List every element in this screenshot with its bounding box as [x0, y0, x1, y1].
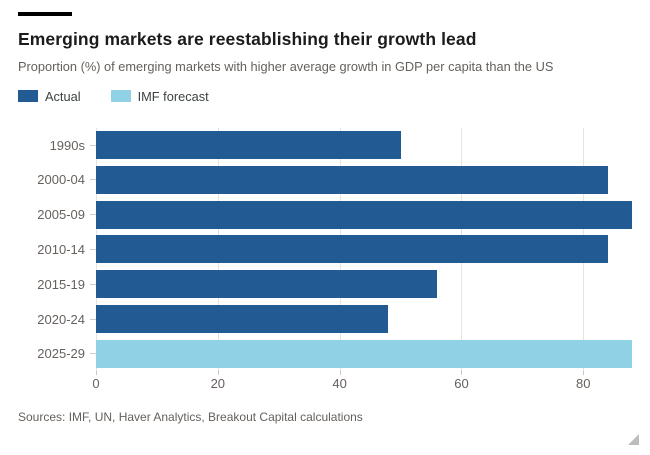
bar-2015-19 [96, 270, 438, 299]
legend-item-imf-forecast: IMF forecast [110, 88, 209, 104]
category-tick [90, 214, 96, 216]
x-axis-tick-label: 0 [92, 376, 100, 392]
legend-item-actual: Actual [18, 89, 81, 104]
x-axis-tick-label: 60 [454, 376, 469, 392]
bar-chart: 1990s 2000-04 2005-09 2010-14 2015-19 2020-24… [18, 127, 632, 372]
bar-row [96, 162, 632, 197]
y-axis-label: 2025-29 [18, 336, 96, 371]
page-title: Emerging markets are reestablishing thei… [18, 29, 477, 49]
y-axis-label: 2015-19 [18, 267, 96, 302]
x-axis-tick-label: 20 [210, 376, 226, 392]
bar-2010-14 [96, 235, 608, 264]
y-axis-label: 1990s [18, 128, 96, 163]
x-axis-tick [583, 371, 585, 376]
category-tick [90, 179, 96, 181]
page-subtitle: Proportion (%) of emerging markets with … [18, 59, 554, 74]
x-axis: 0 20 40 60 80 [92, 371, 632, 395]
category-tick [90, 248, 96, 250]
y-axis-label: 2000-04 [18, 162, 96, 197]
x-axis-tick [461, 371, 463, 376]
y-axis-label-text: 1990s [49, 137, 85, 153]
legend: Actual IMF forecast [18, 89, 632, 104]
category-tick [90, 318, 96, 320]
legend-label-imf-forecast: IMF forecast [137, 88, 209, 104]
y-axis-label: 2005-09 [18, 197, 96, 232]
legend-swatch-actual [18, 90, 38, 103]
category-tick [90, 353, 96, 355]
category-tick [90, 283, 96, 285]
y-axis-label-text: 2000-04 [37, 172, 85, 188]
x-axis-tick [96, 371, 97, 376]
kicker-bar [18, 12, 72, 16]
bar-2000-04 [96, 165, 608, 194]
bar-row [96, 336, 632, 371]
x-axis-tick-label: 80 [576, 376, 591, 392]
bar-1990s [96, 131, 401, 160]
y-axis-label-text: 2005-09 [37, 207, 85, 223]
bar-row [96, 197, 632, 232]
bar-2005-09 [96, 200, 632, 229]
y-axis-labels: 1990s 2000-04 2005-09 2010-14 2015-19 2020-24… [18, 128, 96, 372]
legend-swatch-imf-forecast [110, 90, 131, 103]
bar-row [96, 232, 632, 267]
bar-2025-29 [96, 339, 632, 368]
resize-handle-icon[interactable] [628, 434, 639, 445]
y-axis-label-text: 2015-19 [37, 276, 85, 292]
x-axis-tick [339, 371, 341, 376]
bar-row [96, 267, 632, 302]
legend-label-actual: Actual [45, 88, 81, 104]
y-axis-label: 2020-24 [18, 302, 96, 337]
bar-2020-24 [96, 305, 389, 333]
x-axis-tick [217, 371, 219, 376]
y-axis-label: 2010-14 [18, 232, 96, 267]
x-axis-tick-label: 40 [332, 376, 347, 392]
category-tick [90, 144, 96, 146]
plot-area [96, 127, 632, 372]
y-axis-label-text: 2025-29 [37, 346, 85, 362]
y-axis-label-text: 2020-24 [37, 311, 85, 327]
bar-row [96, 128, 632, 163]
y-axis-label-text: 2010-14 [37, 241, 85, 257]
source-text: Sources: IMF, UN, Haver Analytics, Break… [18, 410, 363, 425]
bar-row [96, 302, 632, 337]
